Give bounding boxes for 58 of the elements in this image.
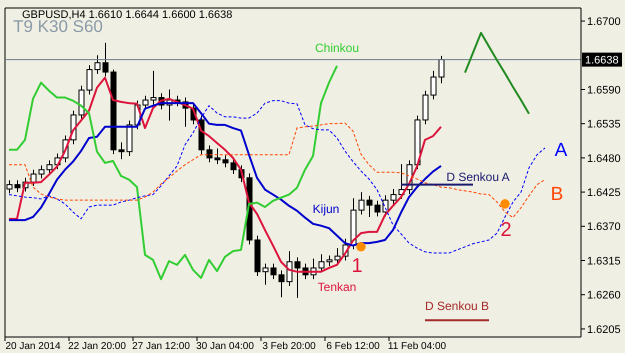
x-tick-label: 11 Feb 04:00 — [388, 341, 447, 352]
candlestick — [214, 148, 220, 165]
series-label: Tenkan — [318, 280, 356, 294]
y-tick-label: 1.6700 — [587, 16, 621, 28]
chart-title: GBPUSD,H4 1.6610 1.6644 1.6600 1.6638 — [22, 9, 232, 21]
x-tick-label: 22 Jan 20:00 — [68, 341, 126, 352]
candlestick — [222, 154, 228, 168]
candlestick — [142, 95, 148, 110]
candlestick — [118, 142, 124, 160]
x-tick-label: 30 Jan 04:00 — [196, 341, 254, 352]
candlestick — [358, 192, 364, 215]
y-tick-label: 1.6480 — [587, 152, 621, 165]
candlestick — [366, 195, 372, 218]
candlestick — [150, 70, 156, 105]
line-series — [8, 122, 546, 218]
line-series — [8, 100, 546, 254]
candlestick — [30, 169, 36, 186]
ref-line-label: 1.6638 — [585, 54, 619, 67]
candlestick — [102, 42, 108, 77]
candlestick — [438, 55, 444, 84]
y-tick-label: 1.6315 — [587, 255, 621, 268]
x-tick-label: 3 Feb 20:00 — [262, 341, 316, 352]
candlestick — [230, 158, 236, 175]
series-label: A — [554, 140, 568, 161]
candlestick — [94, 54, 100, 74]
x-tick-label: 20 Jan 2014 — [5, 341, 61, 352]
series-label: D Senkou B — [424, 299, 490, 313]
series-label: Chinkou — [314, 41, 360, 55]
y-tick-label: 1.6205 — [587, 324, 621, 336]
series-label: B — [550, 184, 564, 205]
series-label: D Senkou A — [446, 170, 510, 184]
y-tick-label: 1.6260 — [587, 290, 621, 302]
candlestick — [262, 263, 268, 286]
line-series — [464, 32, 530, 115]
candlestick — [390, 188, 396, 206]
series-label: Kijun — [312, 202, 340, 216]
y-tick-label: 1.6590 — [587, 84, 621, 96]
line-series — [8, 64, 338, 280]
candlestick — [374, 200, 380, 217]
candlestick — [86, 64, 92, 95]
y-tick-label: 1.6535 — [587, 118, 621, 131]
candlestick — [46, 160, 52, 174]
candlestick — [430, 70, 436, 100]
candlestick — [294, 256, 300, 298]
candlestick — [38, 164, 44, 179]
candlestick — [206, 144, 212, 163]
candlestick — [278, 270, 284, 298]
candlestick — [270, 263, 276, 280]
candlestick — [318, 254, 324, 273]
x-tick-label: 6 Feb 12:00 — [326, 341, 380, 352]
y-tick-label: 1.6425 — [587, 186, 621, 199]
candlestick — [326, 255, 332, 267]
annotation: 2 — [500, 219, 512, 241]
y-tick-label: 1.6370 — [587, 221, 621, 234]
candlestick — [334, 248, 340, 265]
candlestick — [14, 180, 20, 193]
x-tick-label: 27 Jan 12:00 — [132, 341, 190, 352]
annotation: 1 — [351, 255, 363, 277]
